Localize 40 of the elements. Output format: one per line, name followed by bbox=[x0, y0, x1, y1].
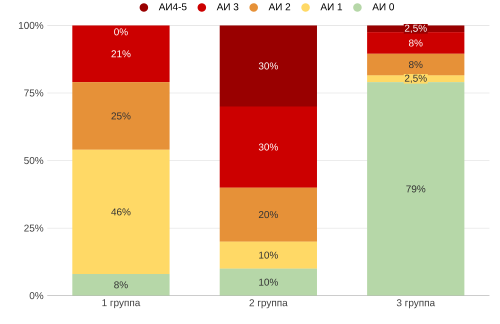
data-label: 8% bbox=[408, 39, 423, 47]
bar bbox=[220, 25, 317, 106]
bar bbox=[72, 150, 170, 274]
data-label: 30% bbox=[258, 62, 278, 70]
legend-label: АИ 2 bbox=[268, 3, 290, 10]
data-label: 10% bbox=[259, 252, 278, 259]
bar bbox=[220, 268, 317, 296]
bar bbox=[220, 188, 317, 242]
data-label: 0% bbox=[114, 28, 128, 36]
y-tick-label: 0% bbox=[30, 292, 44, 300]
y-tick-label: 25% bbox=[24, 224, 44, 232]
data-label: 2,5% bbox=[404, 24, 427, 33]
data-label: 30% bbox=[258, 144, 278, 151]
x-tick-label: 3 группа bbox=[396, 299, 436, 308]
x-tick-label: 1 группа bbox=[102, 299, 140, 308]
bar bbox=[367, 54, 464, 76]
data-label: 8% bbox=[114, 281, 128, 288]
data-label: 46% bbox=[111, 208, 131, 216]
data-label: 10% bbox=[259, 278, 278, 286]
legend-label: АИ 1 bbox=[320, 3, 342, 10]
data-label: 79% bbox=[406, 185, 426, 192]
bar bbox=[72, 82, 170, 150]
bar bbox=[367, 32, 464, 54]
x-tick-label: 2 группа bbox=[250, 299, 288, 308]
data-label: 21% bbox=[111, 50, 131, 58]
y-tick-label: 100% bbox=[18, 22, 44, 29]
bar bbox=[72, 25, 170, 82]
bar bbox=[220, 106, 317, 188]
y-tick-label: 50% bbox=[24, 157, 44, 164]
legend-label: АИ4-5 bbox=[158, 3, 187, 10]
y-tick-label: 75% bbox=[24, 89, 44, 96]
data-label: 25% bbox=[111, 112, 131, 120]
data-label: 2,5% bbox=[404, 74, 427, 83]
data-label: 8% bbox=[408, 61, 423, 68]
bar bbox=[72, 274, 170, 296]
legend-label: АИ 0 bbox=[372, 3, 394, 10]
bar bbox=[220, 242, 317, 269]
bar bbox=[367, 82, 464, 296]
data-label: 20% bbox=[258, 211, 278, 218]
legend-label: АИ 3 bbox=[216, 3, 238, 10]
